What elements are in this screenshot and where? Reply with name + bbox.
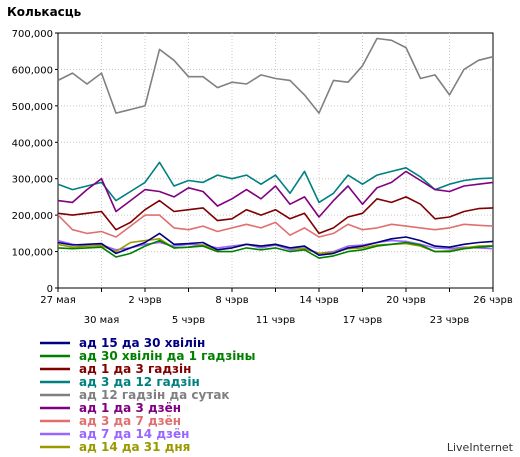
- legend-label: ад 3 да 7 дзён: [79, 414, 181, 428]
- chart-title: Колькасць: [7, 5, 82, 19]
- x-tick-label: 14 чэрв: [299, 295, 339, 306]
- series-lines: [57, 37, 494, 259]
- x-tick-label: 5 чэрв: [172, 315, 205, 326]
- legend-label: ад 1 да 3 гадзін: [79, 362, 191, 376]
- y-tick-label: 300,000: [12, 175, 53, 186]
- y-tick-label: 400,000: [12, 138, 53, 149]
- x-tick-label: 8 чэрв: [215, 295, 248, 306]
- x-axis-ticks: 27 мая 2 чэрв 8 чэрв 14 чэрв 20 чэрв 26 чэрв 3…: [40, 288, 513, 326]
- series-line: [57, 37, 494, 114]
- x-tick-label: 30 мая: [84, 315, 120, 326]
- grid-lines: [58, 33, 493, 288]
- series-line: [57, 239, 494, 259]
- x-tick-label: 23 чэрв: [430, 315, 470, 326]
- y-tick-label: 600,000: [12, 65, 53, 76]
- series-line: [57, 196, 494, 235]
- brand-label: LiveInternet: [447, 441, 514, 454]
- legend-label: ад 3 да 12 гадзін: [79, 375, 200, 389]
- series-line: [57, 232, 494, 256]
- series-line: [57, 214, 494, 238]
- legend-label: ад 7 да 14 дзён: [79, 427, 189, 441]
- x-tick-label: 17 чэрв: [343, 315, 383, 326]
- y-tick-label: 200,000: [12, 211, 53, 222]
- legend-label: ад 15 да 30 хвілін: [79, 336, 205, 350]
- x-tick-label: 26 чэрв: [473, 295, 513, 306]
- y-tick-label: 500,000: [12, 102, 53, 113]
- y-tick-label: 0: [47, 284, 53, 295]
- series-line: [57, 161, 494, 204]
- y-axis-ticks: 0 100,000 200,000 300,000 400,000 500,000 600,…: [12, 29, 58, 295]
- legend-label: ад 14 да 31 дня: [79, 440, 190, 454]
- legend-label: ад 30 хвілін да 1 гадзіны: [79, 349, 255, 363]
- x-tick-label: 2 чэрв: [128, 295, 161, 306]
- legend-label: ад 12 гадзін да сутак: [79, 388, 230, 402]
- y-tick-label: 700,000: [12, 29, 53, 40]
- y-tick-label: 100,000: [12, 248, 53, 259]
- x-tick-label: 11 чэрв: [256, 315, 296, 326]
- series-line: [57, 170, 494, 218]
- x-tick-label: 20 чэрв: [386, 295, 426, 306]
- x-tick-label: 27 мая: [40, 295, 76, 306]
- legend-label: ад 1 да 3 дзён: [79, 401, 181, 415]
